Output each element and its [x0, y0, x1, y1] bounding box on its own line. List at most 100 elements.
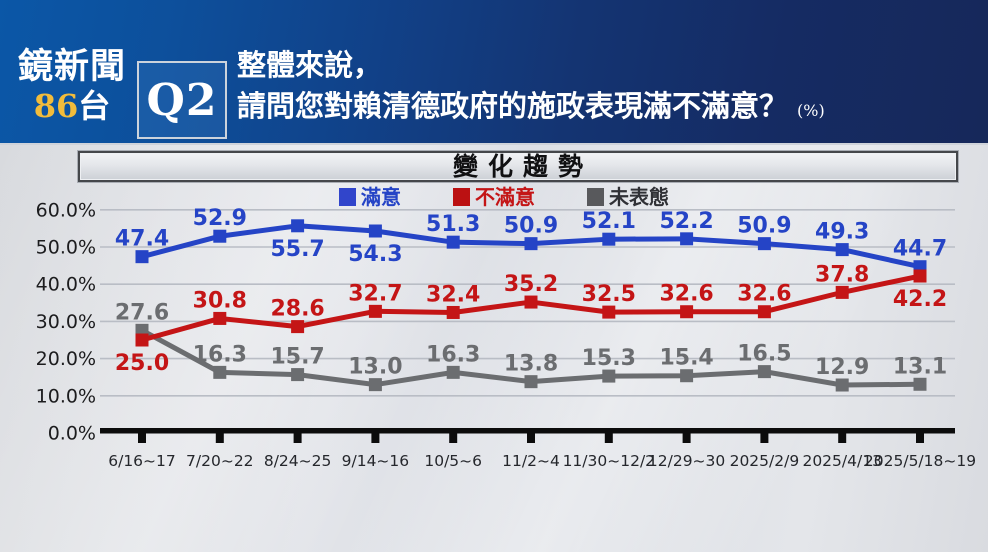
data-label-satisfied: 54.3 [348, 242, 402, 267]
data-label-dissatisfied: 35.2 [504, 272, 558, 297]
data-point-undecided [213, 365, 227, 379]
legend-item-undecided: 未表態 [587, 187, 669, 207]
y-axis-tick-label: 30.0% [36, 311, 96, 333]
data-label-undecided: 16.5 [737, 342, 791, 367]
legend-label-satisfied: 滿意 [361, 185, 401, 209]
x-axis-tick [760, 428, 769, 443]
data-point-dissatisfied [602, 305, 616, 319]
data-label-dissatisfied: 32.4 [426, 282, 480, 307]
data-point-dissatisfied [368, 304, 382, 318]
data-label-undecided: 13.0 [348, 355, 402, 380]
x-axis-tick [371, 428, 380, 443]
data-point-undecided [446, 365, 460, 379]
legend-swatch-undecided [587, 188, 604, 206]
data-label-satisfied: 51.3 [426, 212, 480, 237]
data-label-dissatisfied: 32.6 [737, 282, 791, 307]
y-axis-tick-label: 10.0% [36, 385, 96, 407]
x-axis-tick [138, 428, 146, 443]
data-point-undecided [291, 368, 305, 382]
chart-title: 變化趨勢 [452, 152, 593, 181]
data-label-undecided: 15.7 [270, 345, 324, 370]
x-axis-tick-label: 11/30~12/2 [563, 452, 655, 470]
data-label-satisfied: 49.3 [815, 220, 869, 245]
data-point-undecided [368, 378, 382, 392]
data-label-dissatisfied: 32.5 [582, 282, 636, 307]
chart-legend: 滿意 不滿意 未表態 [10, 185, 988, 209]
channel-name: 鏡新聞 [17, 46, 126, 87]
legend-label-dissatisfied: 不滿意 [475, 185, 535, 209]
data-label-satisfied: 52.9 [193, 206, 247, 231]
x-axis-tick [527, 428, 535, 443]
x-axis-tick [604, 428, 613, 443]
x-axis-tick [682, 428, 691, 443]
question-line1: 整體來說， [237, 48, 383, 82]
channel-logo: 鏡新聞 86台 [10, 46, 134, 125]
data-point-undecided [913, 377, 927, 391]
data-label-satisfied: 52.1 [582, 209, 636, 234]
data-point-satisfied [757, 237, 771, 251]
percent-unit: (%) [797, 101, 825, 120]
data-label-dissatisfied: 30.8 [193, 288, 247, 313]
question-line2: 請問您對賴清德政府的施政表現滿不滿意？ (%) [237, 89, 825, 123]
legend-item-satisfied: 滿意 [339, 187, 401, 207]
channel-suffix: 台 [78, 86, 111, 125]
question-text: 整體來說， 請問您對賴清德政府的施政表現滿不滿意？ (%) [237, 45, 825, 131]
x-axis-tick-label: 10/5~6 [424, 452, 482, 470]
x-axis-tick [215, 428, 224, 443]
data-point-undecided [602, 369, 616, 383]
channel-number: 86 [33, 86, 79, 125]
y-axis-tick-label: 0.0% [48, 423, 96, 445]
data-point-dissatisfied [835, 285, 849, 299]
data-point-satisfied [446, 235, 460, 249]
data-label-undecided: 13.8 [504, 352, 558, 377]
data-label-satisfied: 55.7 [270, 237, 324, 262]
data-point-satisfied [602, 232, 616, 246]
data-point-dissatisfied [913, 269, 927, 283]
x-axis-tick-label: 11/2~4 [502, 452, 560, 470]
x-axis-tick-label: 9/14~16 [342, 452, 410, 470]
data-label-satisfied: 52.2 [659, 209, 713, 234]
x-axis-tick [293, 428, 302, 443]
data-label-dissatisfied: 37.8 [815, 262, 869, 287]
x-axis-tick-label: 12/29~30 [648, 452, 725, 470]
x-axis-tick-label: 7/20~22 [186, 452, 254, 470]
data-point-dissatisfied [213, 311, 227, 325]
x-axis-tick-label: 2025/2/9 [730, 452, 800, 470]
question-tag-box: Q2 [137, 61, 227, 139]
data-point-satisfied [213, 229, 227, 243]
data-label-satisfied: 44.7 [893, 237, 947, 262]
y-axis-tick-label: 60.0% [36, 199, 96, 221]
data-label-undecided: 16.3 [426, 342, 480, 367]
data-point-dissatisfied [291, 320, 305, 334]
data-point-undecided [757, 365, 771, 379]
x-axis-tick-label: 6/16~17 [108, 452, 176, 470]
data-label-dissatisfied: 42.2 [893, 287, 947, 312]
data-label-satisfied: 47.4 [115, 227, 169, 252]
data-label-undecided: 15.3 [582, 346, 636, 371]
data-label-dissatisfied: 28.6 [270, 297, 324, 322]
chart-title-box: 變化趨勢 [78, 151, 958, 182]
channel-number-line: 86台 [10, 86, 134, 125]
data-point-dissatisfied [680, 305, 694, 319]
data-point-dissatisfied [135, 333, 149, 347]
data-label-satisfied: 50.9 [504, 214, 558, 239]
data-point-undecided [524, 375, 538, 389]
data-point-undecided [835, 378, 849, 392]
x-axis-tick [916, 428, 924, 443]
data-point-satisfied [524, 237, 538, 251]
legend-swatch-dissatisfied [453, 188, 470, 206]
chart-stage [0, 143, 988, 552]
y-axis-tick-label: 50.0% [36, 237, 96, 259]
data-point-dissatisfied [757, 305, 771, 319]
x-axis-tick-label: 2025/5/18~19 [864, 452, 976, 470]
data-label-dissatisfied: 25.0 [115, 351, 169, 376]
data-point-dissatisfied [446, 305, 460, 319]
x-axis-tick-label: 2025/4/13 [802, 452, 881, 470]
x-axis-tick-label: 8/24~25 [264, 452, 332, 470]
legend-swatch-satisfied [339, 188, 356, 206]
data-label-undecided: 12.9 [815, 355, 869, 380]
x-axis-tick [449, 428, 458, 443]
data-point-undecided [680, 369, 694, 383]
data-label-undecided: 27.6 [115, 300, 169, 325]
